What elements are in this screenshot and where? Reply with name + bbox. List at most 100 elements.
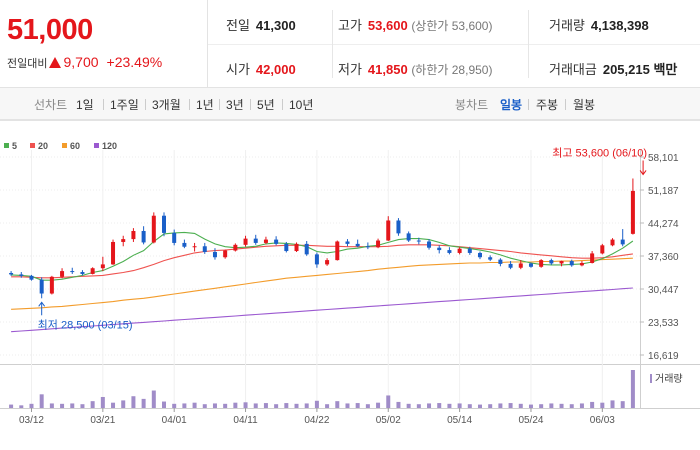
candle (294, 243, 299, 252)
volume-bar (416, 404, 421, 408)
weekly-candle-button[interactable]: 주봉 (536, 98, 559, 112)
volume-bar (518, 403, 523, 408)
candle (39, 279, 44, 294)
candle (274, 239, 279, 244)
candle (590, 253, 595, 263)
ma5-line (11, 231, 634, 281)
volume-bar (437, 403, 442, 408)
volume-bar (29, 403, 34, 408)
high-annotation: 최고 53,600 (06/10) (552, 146, 647, 159)
volume-bar (60, 403, 65, 408)
stat-value: 41,850 (367, 62, 408, 77)
volume-bar (192, 402, 197, 408)
column-divider (332, 10, 333, 78)
range-10y-button[interactable]: 10년 (289, 98, 314, 112)
volume-bar (202, 404, 207, 408)
stock-chart[interactable]: 5 20 60 120 최고 53,600 (06/10) 최저 28,500 (03/… (0, 120, 700, 450)
volume-bar (90, 401, 95, 408)
volume-bar (263, 403, 268, 408)
volume-bar (233, 402, 238, 408)
x-tick-label: 06/03 (590, 415, 615, 426)
legend-swatch (30, 143, 35, 148)
price-box: 51,000 전일대비 9,700 +23.49% (0, 0, 208, 88)
legend-swatch (94, 143, 99, 148)
volume-bar (121, 400, 126, 408)
volume-bar (212, 403, 217, 408)
candle (467, 248, 472, 253)
column-divider (528, 10, 529, 78)
candle (406, 233, 411, 241)
range-1w-button[interactable]: 1주일 (110, 98, 139, 112)
candle (182, 242, 187, 247)
candle (549, 260, 554, 264)
candle (314, 254, 319, 265)
volume-bar (559, 403, 564, 408)
date-axis: 03/12 03/21 04/01 04/11 04/22 05/02 05/14 05/24… (19, 408, 615, 426)
candle (488, 257, 493, 260)
stat-value: 53,600 (367, 18, 408, 33)
divider (145, 99, 146, 110)
ma120-line (11, 287, 633, 333)
chart-toolbar: 선차트 1일 1주일 3개월 1년 3년 5년 10년 봉차트 일봉 주봉 월봉 (0, 88, 700, 120)
change-label: 전일대비 (7, 58, 48, 70)
daily-candle-button[interactable]: 일봉 (500, 98, 523, 112)
volume-bar (39, 394, 44, 408)
candle (437, 247, 442, 251)
divider (189, 99, 190, 110)
candle (70, 271, 75, 273)
volume-bar (131, 396, 136, 408)
candle (233, 244, 238, 251)
volume-bar (172, 403, 177, 408)
candle (212, 251, 217, 258)
x-tick-label: 03/12 (19, 415, 44, 426)
volume-bar (162, 401, 166, 408)
legend-swatch (4, 143, 9, 148)
candle (304, 243, 309, 255)
lower-limit: (하한가 28,950) (411, 63, 493, 77)
y-tick-label: 44,274 (648, 219, 679, 230)
volume-bar (478, 404, 482, 408)
volume-bar (427, 403, 432, 408)
stat-label: 거래대금 (549, 62, 597, 77)
volume-legend-swatch (650, 374, 652, 383)
range-1d-button[interactable]: 1일 (76, 98, 94, 112)
y-tick-label: 58,101 (648, 153, 679, 164)
candle (386, 220, 391, 241)
monthly-candle-button[interactable]: 월봉 (573, 98, 596, 112)
candle (457, 248, 462, 253)
volume-bars: 거래량 (9, 370, 683, 408)
candle (80, 272, 85, 274)
range-3m-button[interactable]: 3개월 (152, 98, 181, 112)
divider (528, 99, 529, 110)
divider (103, 99, 104, 110)
ma20-line (11, 244, 633, 279)
volume-bar (141, 398, 146, 408)
stat-trade-value: 거래대금 205,215 백만 (549, 59, 677, 78)
line-chart-label: 선차트 (34, 98, 68, 112)
y-tick-label: 23,533 (648, 318, 679, 329)
volume-bar (80, 404, 85, 408)
upper-limit: (상한가 53,600) (411, 19, 493, 33)
stat-prev-close: 전일 41,300 (226, 15, 296, 34)
candle (243, 238, 248, 245)
candle (335, 241, 340, 261)
candle (9, 272, 14, 275)
low-annotation: 최저 28,500 (03/15) (38, 318, 133, 331)
price-change: 전일대비 9,700 +23.49% (7, 54, 162, 71)
stat-open: 시가 42,000 (226, 59, 296, 78)
candle (416, 240, 421, 242)
volume-bar (182, 403, 187, 408)
candle (284, 243, 289, 252)
candle (365, 246, 370, 248)
ma-legend: 5 20 60 120 (4, 141, 117, 151)
volume-bar (243, 402, 248, 408)
candle (49, 276, 54, 294)
range-5y-button[interactable]: 5년 (257, 98, 275, 112)
candle (253, 238, 258, 243)
candlesticks (9, 178, 635, 299)
candle (396, 220, 401, 234)
volume-bar (467, 404, 472, 408)
stat-value: 42,000 (255, 62, 296, 77)
range-3y-button[interactable]: 3년 (226, 98, 244, 112)
range-1y-button[interactable]: 1년 (196, 98, 214, 112)
